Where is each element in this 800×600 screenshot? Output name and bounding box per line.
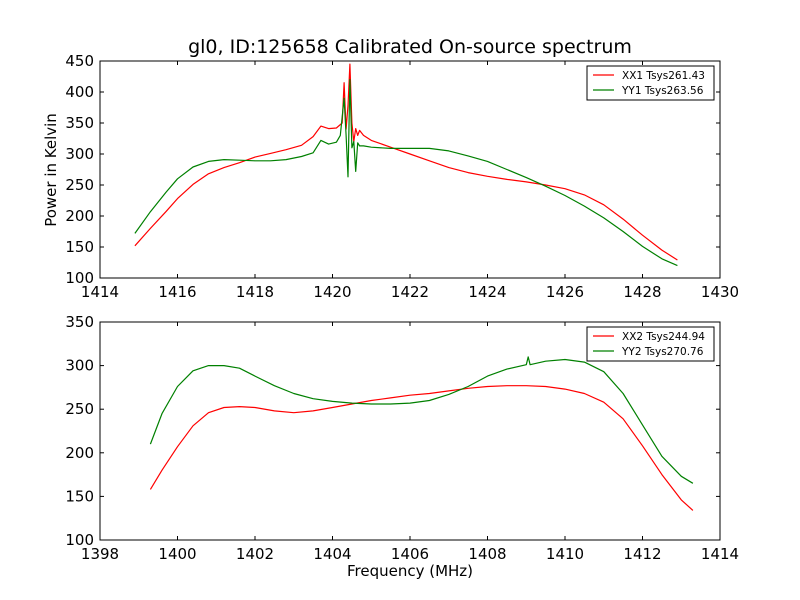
x-tick-label: 1424: [468, 283, 506, 301]
y-tick-label: 150: [65, 238, 94, 256]
legend-label: XX2 Tsys244.94: [622, 331, 705, 343]
y-tick-label: 350: [65, 114, 94, 132]
legend-label: YY1 Tsys263.56: [621, 85, 704, 97]
x-tick-label: 1400: [158, 545, 196, 563]
x-axis-label: Frequency (MHz): [347, 562, 473, 580]
x-tick-label: 1420: [313, 283, 351, 301]
legend-box: [586, 65, 715, 101]
series-line-green: [134, 78, 678, 267]
x-tick-label: 1398: [81, 545, 119, 563]
x-tick-label: 1402: [236, 545, 274, 563]
bottom-spectrum-panel: 1398 1400 1402 1404 1406 1408 1410 1412 1414 100 1…: [65, 313, 739, 563]
x-tick-label: 1416: [158, 283, 196, 301]
y-tick-label: 250: [65, 400, 94, 418]
y-tick-label: 250: [65, 176, 94, 194]
x-tick-label: 1404: [313, 545, 351, 563]
y-tick-label: 350: [65, 313, 94, 331]
x-tick-label: 1406: [391, 545, 429, 563]
x-tick-label: 1426: [546, 283, 584, 301]
x-tick-label: 1410: [546, 545, 584, 563]
legend-label: YY2 Tsys270.76: [621, 346, 704, 358]
x-tick-label: 1422: [391, 283, 429, 301]
y-tick-label: 200: [65, 207, 94, 225]
series-line-red: [149, 385, 694, 511]
legend: XX1 Tsys261.43 YY1 Tsys263.56: [586, 65, 715, 101]
top-spectrum-panel: 1414 1416 1418 1420 1422 1424 1426 1428 1430 100 1…: [65, 52, 739, 301]
x-tick-label: 1408: [468, 545, 506, 563]
x-tick-label: 1412: [623, 545, 661, 563]
y-tick-label: 450: [65, 52, 94, 70]
chart-title: gl0, ID:125658 Calibrated On-source spec…: [188, 36, 632, 58]
legend: XX2 Tsys244.94 YY2 Tsys270.76: [586, 326, 715, 362]
legend-box: [586, 326, 715, 362]
x-tick-label: 1414: [701, 545, 739, 563]
x-tick-label: 1418: [236, 283, 274, 301]
y-tick-label: 300: [65, 145, 94, 163]
series-line-green: [149, 356, 694, 484]
y-tick-label: 300: [65, 357, 94, 375]
x-tick-label: 1414: [81, 283, 119, 301]
y-tick-label: 150: [65, 487, 94, 505]
y-tick-label: 200: [65, 444, 94, 462]
y-tick-label: 100: [65, 269, 94, 287]
x-tick-label: 1430: [701, 283, 739, 301]
y-tick-label: 100: [65, 531, 94, 549]
y-axis-label: Power in Kelvin: [42, 113, 60, 227]
y-tick-label: 400: [65, 83, 94, 101]
legend-label: XX1 Tsys261.43: [622, 70, 705, 82]
x-tick-label: 1428: [623, 283, 661, 301]
